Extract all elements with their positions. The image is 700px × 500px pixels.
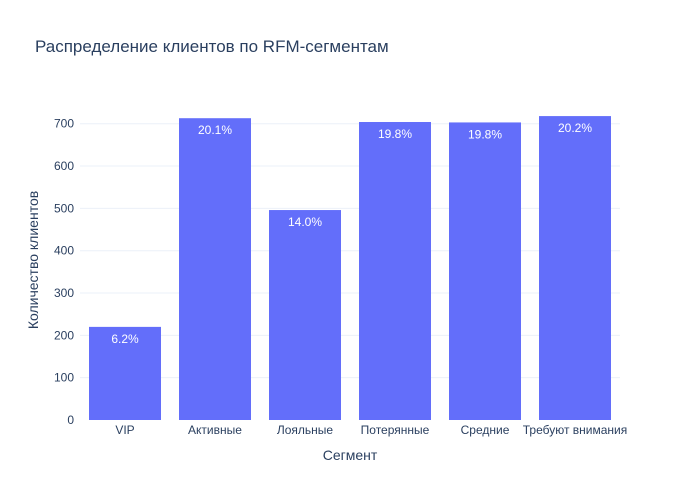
- bars: [89, 116, 611, 421]
- x-axis-ticks: VIP Активные Лояльные Потерянные Средние Треб…: [115, 423, 627, 437]
- y-axis-title: Количество клиентов: [25, 191, 41, 329]
- bar-data-label: 6.2%: [111, 332, 139, 346]
- y-tick-label: 500: [54, 201, 74, 215]
- bar-data-label: 19.8%: [378, 127, 412, 141]
- y-tick-label: 200: [54, 328, 74, 342]
- x-axis-title: Сегмент: [323, 447, 378, 463]
- x-tick-label: Потерянные: [361, 423, 430, 437]
- y-tick-label: 600: [54, 159, 74, 173]
- y-axis-ticks: 0 100 200 300 400 500 600 700: [54, 117, 74, 427]
- x-tick-label: Лояльные: [277, 423, 334, 437]
- y-tick-label: 300: [54, 286, 74, 300]
- bar: [359, 122, 431, 420]
- data-labels: 6.2% 20.1% 14.0% 19.8% 19.8% 20.2%: [111, 121, 592, 346]
- bar-data-label: 14.0%: [288, 215, 322, 229]
- x-tick-label: Активные: [188, 423, 242, 437]
- chart-title: Распределение клиентов по RFM-сегментам: [35, 37, 389, 56]
- y-tick-label: 700: [54, 117, 74, 131]
- bar-data-label: 19.8%: [468, 127, 502, 141]
- grid-lines: [80, 123, 620, 379]
- bar: [539, 116, 611, 420]
- y-tick-label: 400: [54, 244, 74, 258]
- y-tick-label: 0: [67, 413, 74, 427]
- x-tick-label: VIP: [115, 423, 134, 437]
- bar: [449, 122, 521, 420]
- bar: [89, 326, 161, 420]
- y-tick-label: 100: [54, 371, 74, 385]
- x-tick-label: Требуют внимания: [523, 423, 628, 437]
- bar-data-label: 20.2%: [558, 121, 592, 135]
- bar-data-label: 20.1%: [198, 123, 232, 137]
- x-tick-label: Средние: [461, 423, 510, 437]
- bar: [179, 118, 251, 421]
- bar: [269, 210, 341, 420]
